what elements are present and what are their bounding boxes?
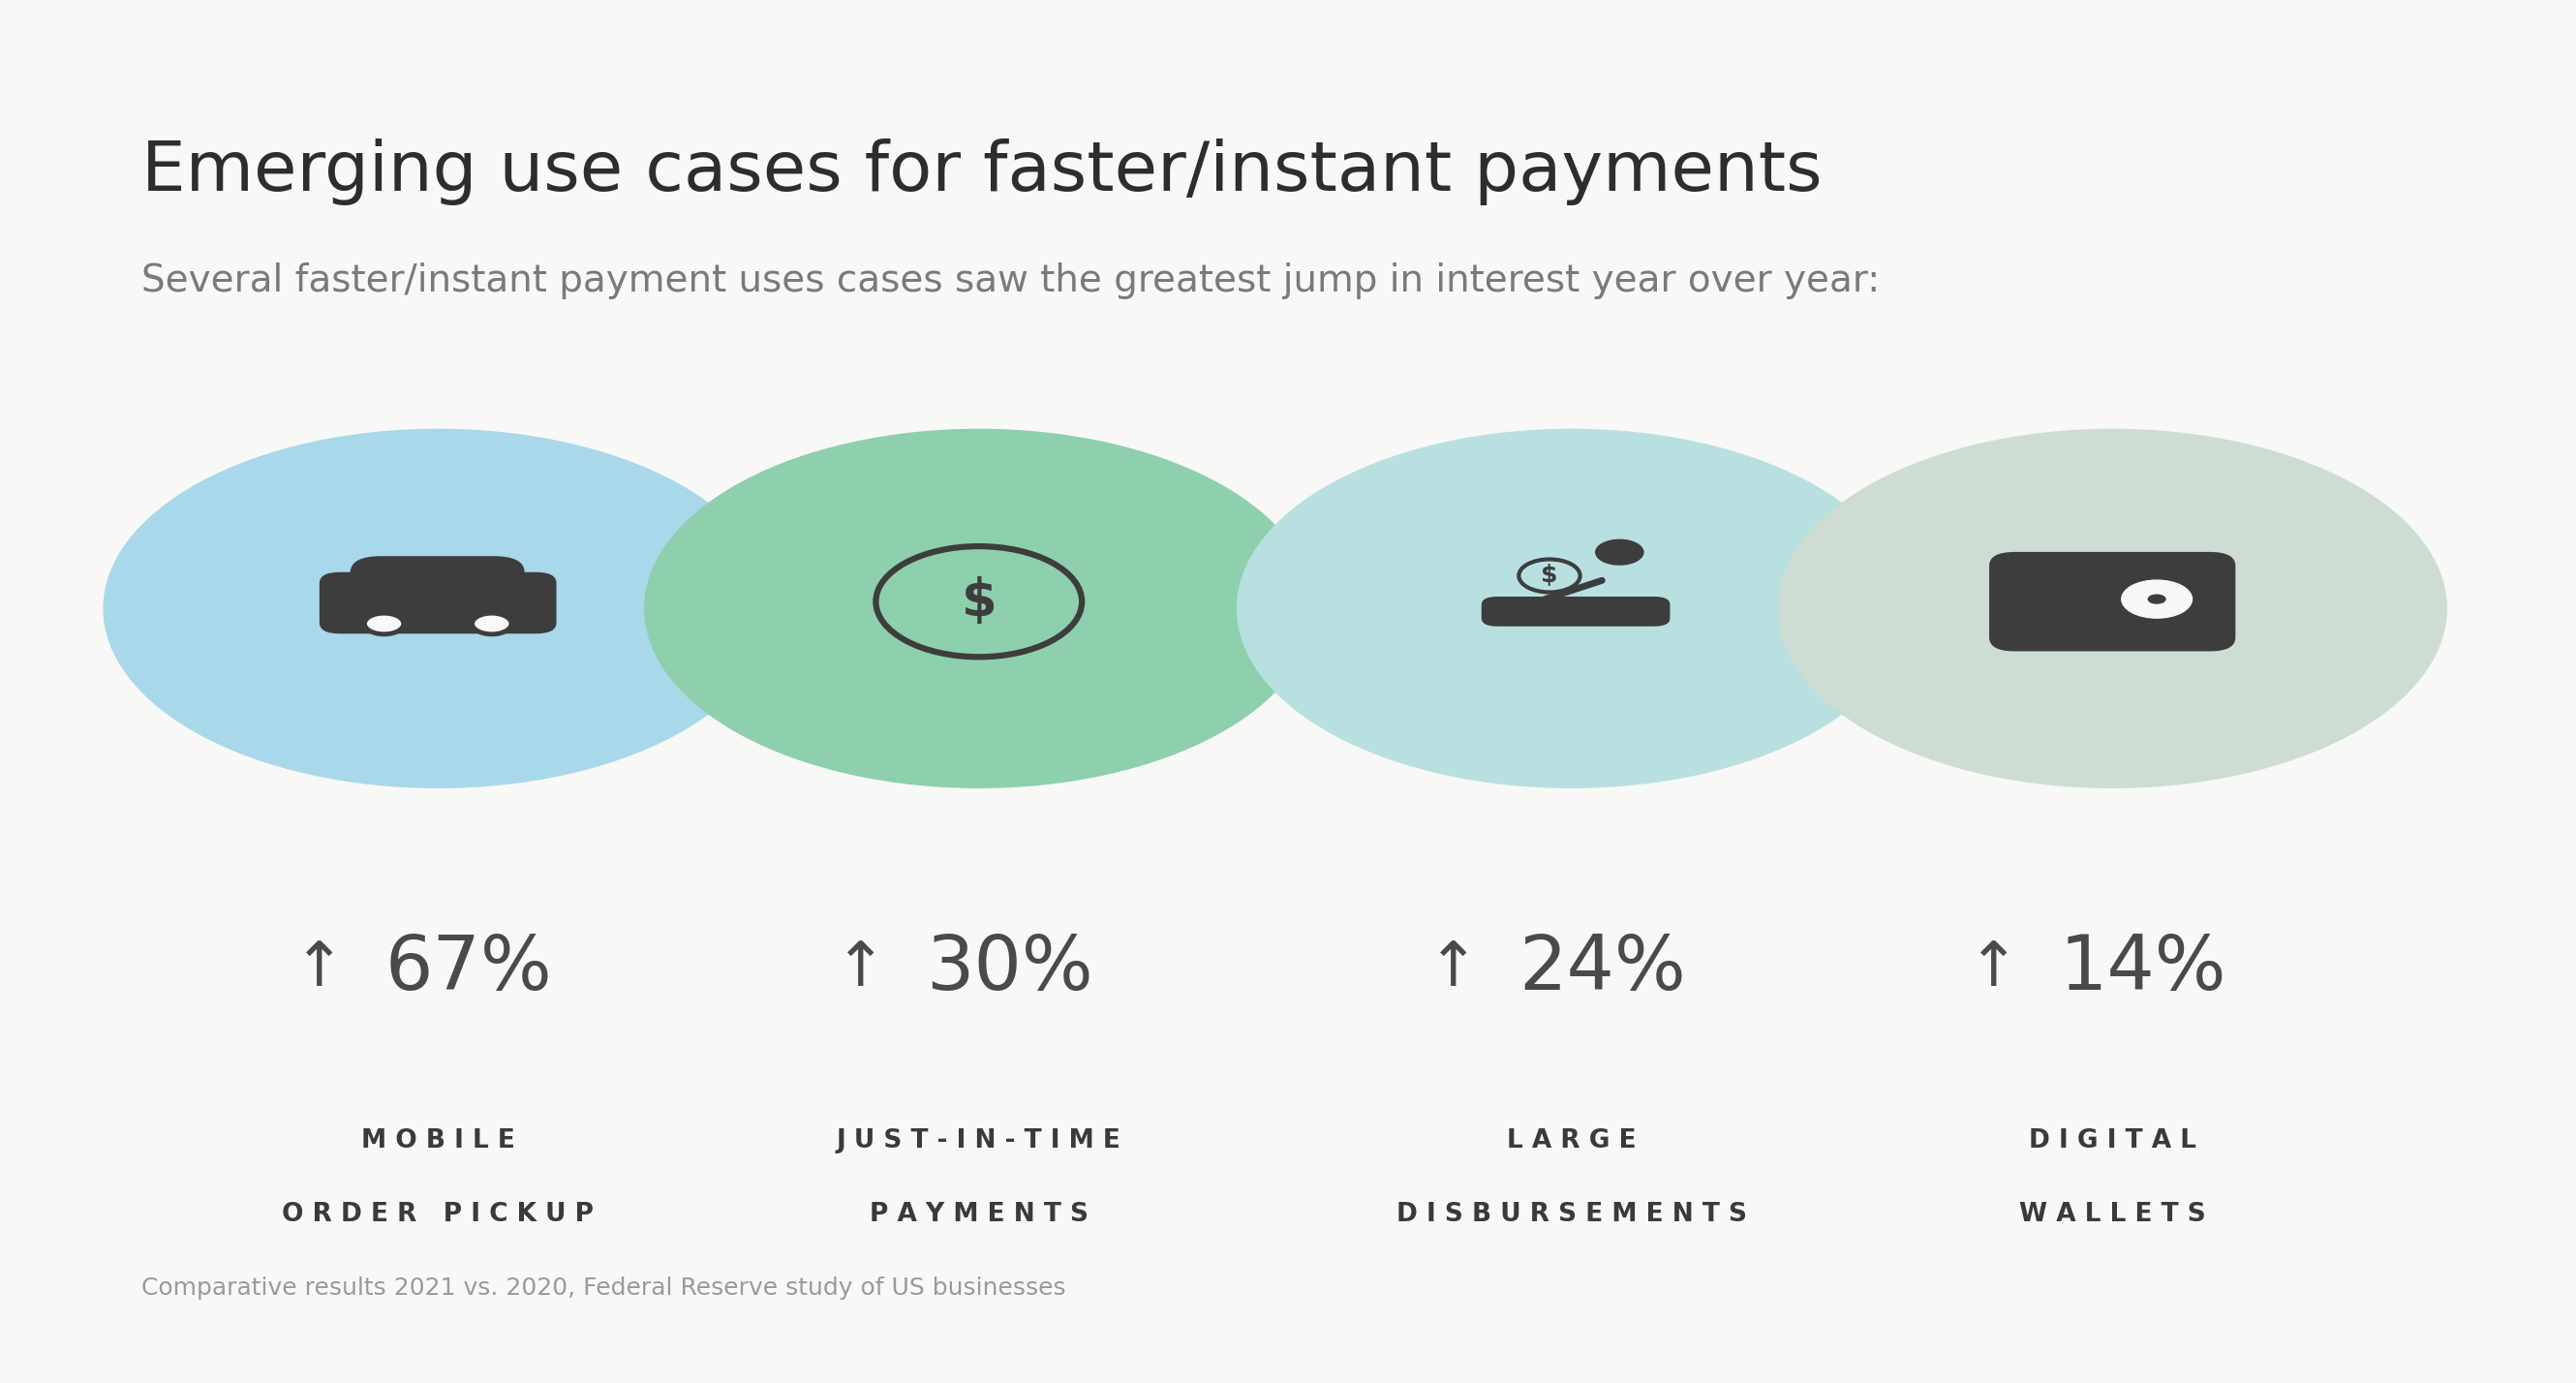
Circle shape (1777, 429, 2447, 788)
Text: W A L L E T S: W A L L E T S (2020, 1202, 2205, 1227)
Text: Emerging use cases for faster/instant payments: Emerging use cases for faster/instant pa… (142, 138, 1821, 205)
FancyBboxPatch shape (319, 573, 556, 633)
Text: J U S T - I N - T I M E: J U S T - I N - T I M E (837, 1129, 1121, 1153)
Text: L A R G E: L A R G E (1507, 1129, 1636, 1153)
Text: ↑: ↑ (1968, 938, 2020, 999)
Circle shape (644, 429, 1314, 788)
Circle shape (2148, 595, 2166, 604)
Circle shape (366, 613, 404, 635)
Circle shape (471, 613, 510, 635)
Circle shape (1595, 539, 1643, 566)
Text: ↑: ↑ (835, 938, 886, 999)
Text: 14%: 14% (2061, 931, 2226, 1005)
Text: Comparative results 2021 vs. 2020, Federal Reserve study of US businesses: Comparative results 2021 vs. 2020, Feder… (142, 1277, 1066, 1300)
Text: ↑: ↑ (294, 938, 345, 999)
Text: D I S B U R S E M E N T S: D I S B U R S E M E N T S (1396, 1202, 1747, 1227)
Circle shape (2123, 581, 2192, 618)
Circle shape (103, 429, 773, 788)
Text: O R D E R   P I C K U P: O R D E R P I C K U P (281, 1202, 595, 1227)
Text: P A Y M E N T S: P A Y M E N T S (871, 1202, 1087, 1227)
FancyBboxPatch shape (350, 556, 526, 618)
Circle shape (1236, 429, 1906, 788)
Text: D I G I T A L: D I G I T A L (2027, 1129, 2197, 1153)
Text: $: $ (961, 577, 997, 626)
Text: ↑: ↑ (1427, 938, 1479, 999)
Text: 30%: 30% (927, 931, 1092, 1005)
Text: 67%: 67% (386, 931, 551, 1005)
Text: Several faster/instant payment uses cases saw the greatest jump in interest year: Several faster/instant payment uses case… (142, 263, 1880, 300)
Text: $: $ (1540, 564, 1558, 588)
FancyBboxPatch shape (1481, 596, 1669, 626)
Text: 24%: 24% (1520, 931, 1685, 1005)
FancyBboxPatch shape (1989, 552, 2236, 651)
Text: M O B I L E: M O B I L E (361, 1129, 515, 1153)
